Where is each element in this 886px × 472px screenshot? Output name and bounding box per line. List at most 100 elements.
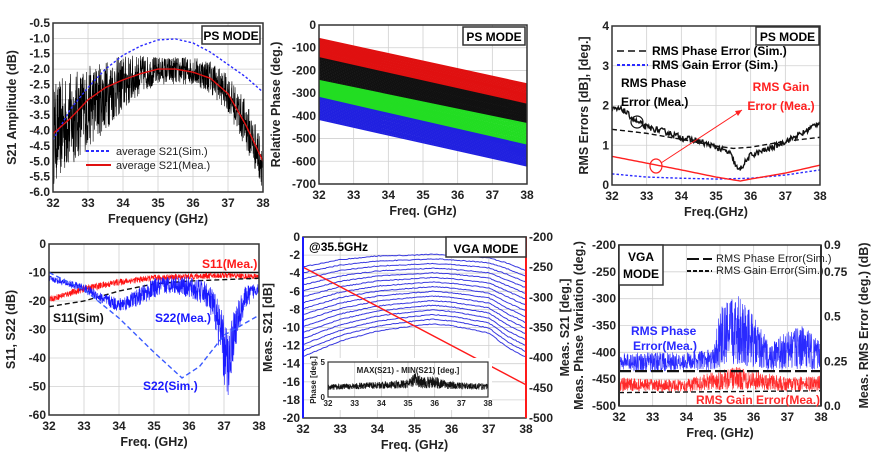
y-tick-label: -100 <box>292 41 316 55</box>
x-tick-label: 35 <box>404 399 413 408</box>
series-3-trace <box>318 92 528 141</box>
x-axis-title: Freq. (GHz) <box>686 426 753 440</box>
mode-label-box <box>755 26 820 46</box>
series-3-trace <box>318 91 528 139</box>
x-axis-title: Freq.(GHz) <box>684 205 748 219</box>
chart-4: 32 33 34 35 36 37 38 -60 -50 -40 -30 -20 -10 0 Freq. (… <box>4 237 266 449</box>
x-tick-label: 32 <box>324 399 333 408</box>
series-4-trace <box>318 109 528 159</box>
x-tick-label: 33 <box>347 188 361 202</box>
y-tick-label: 0 <box>293 230 300 244</box>
x-tick-label: 35 <box>408 422 422 436</box>
annotation-phase-mea: RMS Phase <box>631 324 697 338</box>
x-tick-label: 32 <box>46 196 60 210</box>
y-tick-label: -6.0 <box>29 185 50 199</box>
series-4-trace <box>318 117 528 166</box>
mode-label: VGA MODE <box>454 242 519 256</box>
y-tick-label: -2 <box>289 248 300 262</box>
x-tick-label: 32 <box>605 189 619 203</box>
series-3-trace <box>318 87 528 135</box>
legend-label-sim: average S21(Sim.) <box>116 146 208 158</box>
series-1-trace <box>318 55 528 104</box>
series-1-trace <box>302 313 527 347</box>
series-4-trace <box>318 108 528 158</box>
y-tick-label: -3.5 <box>29 108 50 122</box>
inset-series-1 <box>327 372 489 391</box>
annotation-frequency: @35.5GHz <box>309 240 368 254</box>
x-tick-label: 33 <box>350 399 359 408</box>
series-layer <box>618 296 822 394</box>
plot-frame <box>52 22 264 193</box>
annotation-s11-sim: S11(Sim) <box>53 311 104 325</box>
series-3-trace <box>318 95 528 145</box>
mode-label-box <box>618 244 664 286</box>
series-4-trace <box>318 105 528 155</box>
y-right-axis-title: Meas. S21 [deg.] <box>558 279 572 377</box>
x-tick-label: 34 <box>382 188 396 202</box>
series-2-trace <box>318 62 528 111</box>
mode-label: PS MODE <box>203 29 258 43</box>
series-2-trace <box>318 61 528 110</box>
y-tick-label: -1.5 <box>29 47 50 61</box>
y-tick-label: -700 <box>292 177 316 191</box>
plot-frame <box>611 25 821 186</box>
x-tick-label: 36 <box>445 422 459 436</box>
x-tick-label: 36 <box>182 419 196 433</box>
chart-5: 32 33 34 35 36 37 38-20-18-16-14-12-10-8-6-4-2… <box>261 230 572 452</box>
series-2-trace <box>318 65 528 114</box>
x-tick-label: 32 <box>312 188 326 202</box>
y-tick-label: -20 <box>283 411 301 425</box>
y-tick-label: -450 <box>592 372 616 386</box>
x-tick-label: 38 <box>252 419 266 433</box>
x-axis-title: Freq. (GHz) <box>389 204 456 218</box>
series-1-trace <box>318 49 528 98</box>
x-tick-label: 34 <box>371 422 385 436</box>
series-2-trace <box>318 58 528 107</box>
legend-label-phase-sim: RMS Phase Error(Sim.) <box>716 253 832 265</box>
y-right-tick-label: -450 <box>529 381 553 395</box>
series-3-trace <box>318 85 528 132</box>
x-tick-label: 32 <box>296 422 310 436</box>
y-right-tick-label: 0.9 <box>824 238 841 252</box>
x-tick-label: 34 <box>377 399 386 408</box>
y-axis-title: RMS Errors [dB], [deg.] <box>577 36 591 174</box>
x-tick-label: 36 <box>744 189 758 203</box>
chart-2: 32 33 34 35 36 37 38 -700 -600 -500 -400 -300 -200 -1… <box>269 18 534 218</box>
series-3-trace <box>318 81 528 127</box>
x-tick-label: 37 <box>781 410 795 424</box>
series-3-trace <box>318 83 528 129</box>
y-tick-label: -400 <box>592 345 616 359</box>
series-3-trace <box>318 82 528 128</box>
annotation-phase-mea: RMS Phase <box>621 76 687 90</box>
series-1-trace <box>302 262 527 283</box>
y-tick-label: -60 <box>29 408 47 422</box>
x-tick-label: 34 <box>116 196 130 210</box>
series-1-trace <box>302 267 527 289</box>
x-tick-label: 36 <box>186 196 200 210</box>
x-tick-label: 38 <box>814 410 828 424</box>
series-4-trace <box>318 98 528 148</box>
legend-label-gain-sim: RMS Gain Error (Sim.) <box>652 58 778 72</box>
y-tick-label: -18 <box>283 393 301 407</box>
series-1-trace <box>318 52 528 100</box>
series-4-trace <box>318 114 528 163</box>
y-tick-label: -12 <box>283 339 301 353</box>
series-2 <box>611 169 821 180</box>
y-tick-label: -350 <box>592 319 616 333</box>
series-4 <box>48 275 260 396</box>
series-3 <box>52 68 264 162</box>
y-right-tick-label: 0.75 <box>824 265 848 279</box>
annotation-s11-mea: S11(Mea.) <box>202 257 257 271</box>
series-1-trace <box>318 46 528 95</box>
y-tick-label: -20 <box>29 294 47 308</box>
y-tick-label: -8 <box>289 302 300 316</box>
series-1-trace <box>302 290 527 318</box>
inset-frame <box>327 361 489 398</box>
series-4-trace <box>318 106 528 156</box>
y-tick-label: 0 <box>309 18 316 32</box>
y-right-tick-label: 0.5 <box>824 310 841 324</box>
annotation-gain-mea: RMS Gain <box>753 80 810 94</box>
series-layer <box>318 37 528 167</box>
x-tick-label: 37 <box>486 188 500 202</box>
